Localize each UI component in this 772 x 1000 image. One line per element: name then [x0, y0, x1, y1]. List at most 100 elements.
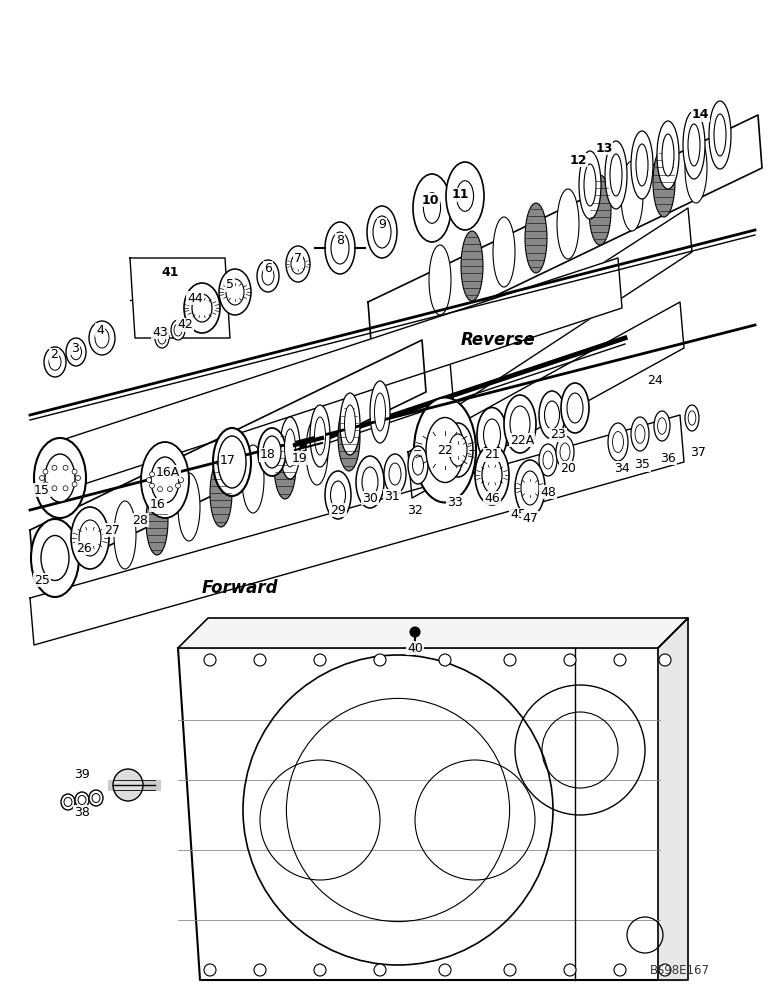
- Polygon shape: [130, 258, 230, 338]
- Text: 27: 27: [104, 524, 120, 536]
- Polygon shape: [368, 115, 762, 355]
- Text: 22: 22: [437, 444, 453, 456]
- Text: 37: 37: [690, 446, 706, 458]
- Ellipse shape: [443, 423, 473, 477]
- Ellipse shape: [461, 231, 483, 301]
- Text: 16: 16: [150, 498, 166, 512]
- Ellipse shape: [475, 445, 509, 505]
- Text: 16A: 16A: [156, 466, 180, 479]
- Ellipse shape: [449, 434, 467, 466]
- Ellipse shape: [504, 395, 536, 453]
- Ellipse shape: [412, 455, 424, 475]
- Ellipse shape: [218, 436, 246, 488]
- Ellipse shape: [424, 193, 441, 223]
- Ellipse shape: [76, 476, 80, 481]
- Ellipse shape: [325, 222, 355, 274]
- Ellipse shape: [72, 469, 77, 474]
- Ellipse shape: [113, 769, 143, 801]
- Text: 44: 44: [187, 292, 203, 304]
- Ellipse shape: [636, 144, 648, 186]
- Ellipse shape: [330, 481, 346, 509]
- Ellipse shape: [658, 418, 666, 434]
- Text: 39: 39: [74, 768, 90, 782]
- Ellipse shape: [635, 425, 645, 443]
- Polygon shape: [178, 648, 680, 980]
- Ellipse shape: [157, 487, 163, 492]
- Text: 20: 20: [560, 462, 576, 475]
- Ellipse shape: [64, 798, 72, 806]
- Ellipse shape: [556, 436, 574, 468]
- Ellipse shape: [242, 445, 264, 513]
- Ellipse shape: [515, 460, 545, 516]
- Ellipse shape: [175, 472, 181, 477]
- Ellipse shape: [262, 267, 274, 285]
- Polygon shape: [30, 415, 684, 645]
- Ellipse shape: [157, 468, 163, 473]
- Text: 30: 30: [362, 491, 378, 504]
- Ellipse shape: [584, 164, 596, 206]
- Text: 18: 18: [260, 448, 276, 462]
- Ellipse shape: [114, 501, 136, 569]
- Ellipse shape: [52, 465, 57, 470]
- Ellipse shape: [89, 790, 103, 806]
- Ellipse shape: [175, 483, 181, 488]
- Ellipse shape: [685, 133, 707, 203]
- Ellipse shape: [579, 151, 601, 219]
- Ellipse shape: [688, 411, 696, 425]
- Ellipse shape: [429, 245, 451, 315]
- Ellipse shape: [274, 431, 296, 499]
- Ellipse shape: [331, 232, 349, 264]
- Circle shape: [564, 654, 576, 666]
- Text: 25: 25: [34, 574, 50, 586]
- Ellipse shape: [510, 406, 530, 442]
- Ellipse shape: [539, 391, 565, 439]
- Ellipse shape: [92, 794, 100, 802]
- Ellipse shape: [226, 279, 244, 305]
- Circle shape: [614, 654, 626, 666]
- Ellipse shape: [310, 405, 330, 467]
- Text: 33: 33: [447, 495, 463, 508]
- Text: 6: 6: [264, 261, 272, 274]
- Ellipse shape: [356, 456, 384, 508]
- Ellipse shape: [291, 254, 305, 274]
- Text: 22A: 22A: [510, 434, 534, 446]
- Ellipse shape: [374, 393, 385, 431]
- Circle shape: [659, 654, 671, 666]
- Circle shape: [374, 654, 386, 666]
- Circle shape: [314, 654, 326, 666]
- Ellipse shape: [426, 418, 464, 483]
- Ellipse shape: [653, 147, 675, 217]
- Text: 4: 4: [96, 324, 104, 336]
- Ellipse shape: [192, 294, 212, 322]
- Ellipse shape: [34, 438, 86, 518]
- Ellipse shape: [210, 459, 232, 527]
- Ellipse shape: [544, 401, 560, 429]
- Text: 23: 23: [550, 428, 566, 442]
- Text: 29: 29: [330, 504, 346, 516]
- Circle shape: [659, 964, 671, 976]
- Polygon shape: [450, 208, 692, 408]
- Ellipse shape: [184, 283, 220, 333]
- Text: 12: 12: [569, 153, 587, 166]
- Ellipse shape: [63, 465, 68, 470]
- Ellipse shape: [263, 436, 281, 468]
- Ellipse shape: [561, 383, 589, 433]
- Text: 13: 13: [595, 141, 613, 154]
- Text: 32: 32: [407, 504, 423, 516]
- Ellipse shape: [151, 457, 179, 503]
- Ellipse shape: [171, 320, 185, 340]
- Ellipse shape: [89, 321, 115, 355]
- Ellipse shape: [45, 454, 75, 502]
- Ellipse shape: [446, 162, 484, 230]
- Ellipse shape: [714, 114, 726, 156]
- Text: 15: 15: [34, 484, 50, 496]
- Ellipse shape: [75, 792, 89, 808]
- Ellipse shape: [483, 419, 500, 451]
- Ellipse shape: [286, 246, 310, 282]
- Ellipse shape: [150, 472, 154, 477]
- Ellipse shape: [657, 121, 679, 189]
- Ellipse shape: [608, 423, 628, 461]
- Ellipse shape: [456, 181, 473, 211]
- Ellipse shape: [78, 796, 86, 804]
- Text: 8: 8: [336, 233, 344, 246]
